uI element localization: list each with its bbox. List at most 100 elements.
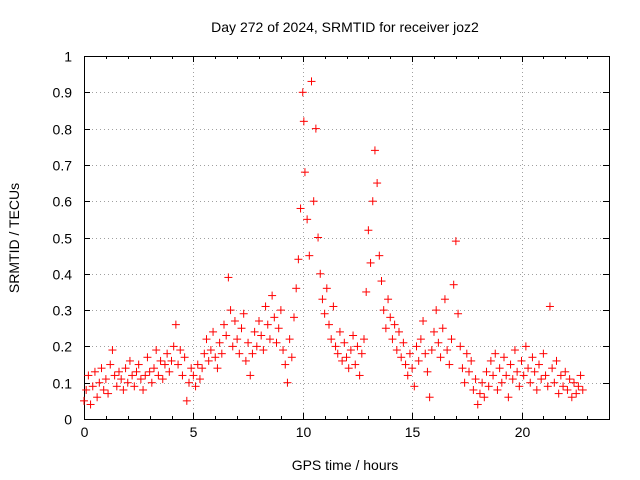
data-point (182, 396, 191, 405)
data-point (200, 349, 209, 358)
data-point (405, 349, 414, 358)
data-point (305, 251, 314, 260)
data-point (125, 356, 134, 365)
data-point (475, 389, 484, 398)
data-point (338, 356, 347, 365)
data-point (541, 371, 550, 380)
data-point (469, 385, 478, 394)
y-tick-label: 0.8 (53, 122, 73, 138)
data-point (307, 77, 316, 86)
data-point (108, 346, 117, 355)
data-point (421, 349, 430, 358)
data-point (95, 378, 104, 387)
data-point (377, 277, 386, 286)
data-point (299, 117, 308, 126)
data-point (543, 382, 552, 391)
data-point (381, 324, 390, 333)
data-point (230, 316, 239, 325)
data-point (263, 320, 272, 329)
data-point (276, 306, 285, 315)
data-point (395, 327, 403, 336)
data-point (160, 360, 169, 369)
data-point (154, 371, 163, 380)
data-point (462, 349, 471, 358)
data-point (430, 327, 438, 336)
data-point (187, 364, 196, 373)
data-point (309, 197, 318, 206)
data-point (195, 375, 204, 384)
data-point (528, 353, 537, 362)
data-point (504, 393, 513, 402)
data-point (532, 385, 541, 394)
data-point (572, 389, 581, 398)
data-point (486, 356, 495, 365)
data-point (268, 291, 277, 300)
data-point (99, 385, 108, 394)
data-point (473, 400, 482, 409)
data-point (281, 360, 290, 369)
data-point (298, 88, 307, 97)
data-point (366, 258, 375, 267)
data-point (191, 382, 200, 391)
x-tick-label: 10 (296, 424, 312, 440)
data-point (449, 280, 458, 289)
data-point (524, 364, 533, 373)
data-point (530, 367, 539, 376)
data-point (567, 393, 576, 402)
data-point (355, 371, 364, 380)
data-point (292, 284, 301, 293)
data-point (106, 360, 115, 369)
data-point (349, 331, 358, 340)
data-point (141, 371, 150, 380)
data-point (416, 335, 425, 344)
data-point (193, 360, 202, 369)
x-tick-label: 20 (515, 424, 531, 440)
data-point (491, 349, 500, 358)
data-point (261, 302, 270, 311)
y-tick-label: 0.7 (53, 158, 73, 174)
data-point (550, 378, 559, 387)
data-point (576, 371, 585, 380)
data-point (150, 364, 158, 373)
data-point (388, 335, 397, 344)
data-point (294, 255, 303, 264)
data-point (178, 371, 187, 380)
data-point (244, 338, 253, 347)
data-point (316, 269, 325, 278)
data-point (206, 346, 215, 355)
data-point (480, 393, 489, 402)
data-point (515, 382, 524, 391)
data-point (508, 375, 517, 384)
data-point (104, 389, 113, 398)
data-point (220, 320, 228, 329)
data-point (84, 371, 93, 380)
data-point (454, 309, 463, 318)
y-tick-label: 0.9 (53, 85, 73, 101)
data-point (517, 356, 526, 365)
data-point (204, 356, 213, 365)
data-point (423, 367, 432, 376)
data-point (357, 349, 366, 358)
data-point (311, 124, 320, 133)
data-point (399, 338, 408, 347)
data-point (443, 346, 452, 355)
y-tick-label: 0.6 (53, 194, 73, 210)
data-point (174, 360, 183, 369)
data-point (353, 342, 362, 351)
y-tick-label: 0.2 (53, 339, 73, 355)
data-point (165, 367, 174, 376)
data-point (447, 335, 456, 344)
data-point (552, 356, 561, 365)
data-point (362, 287, 371, 296)
y-tick-label: 0.4 (53, 267, 73, 283)
data-point (272, 338, 281, 347)
data-point (300, 168, 309, 177)
data-point (279, 346, 288, 355)
data-point (327, 335, 336, 344)
data-point (265, 335, 274, 344)
data-point (285, 335, 294, 344)
data-point (340, 338, 349, 347)
y-tick-label: 0.3 (53, 303, 73, 319)
data-point (414, 356, 423, 365)
data-point (320, 309, 329, 318)
